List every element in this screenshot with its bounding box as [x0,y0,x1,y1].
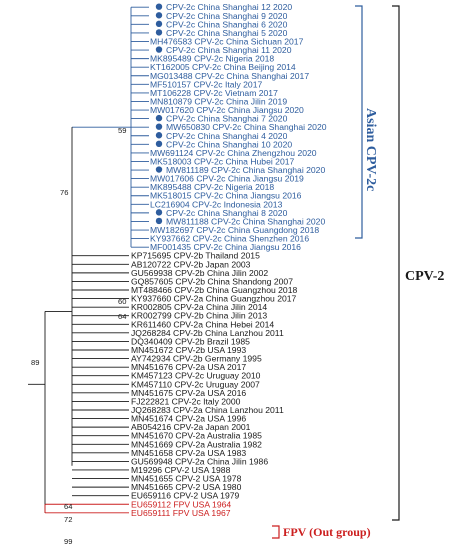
leaf-label: MK895489 CPV-2c Nigeria 2018 [150,54,274,64]
leaf-label: KT162005 CPV-2c China Beijing 2014 [150,62,296,72]
leaf-label: MN451655 CPV-2 USA 1978 [131,474,242,484]
leaf-label: JQ268283 CPV-2a China Lanzhou 2011 [131,405,284,415]
leaf-label: KR002805 CPV-2a China Jilin 2014 [131,302,267,312]
leaf-label: MT106228 CPV-2c Vietnam 2017 [150,88,278,98]
study-sample-dot [155,12,163,19]
leaf-label: MN451669 CPV-2a Australia 1982 [131,439,262,449]
leaf-label: GU569948 CPV-2a China Jilin 1986 [131,456,268,466]
leaf-label: GQ857605 CPV-2b China Shandong 2007 [131,276,293,286]
leaf-label: KY937662 CPV-2c China Shenzhen 2016 [150,234,309,244]
study-sample-dot [155,123,163,130]
leaf-label: MN451672 CPV-2b USA 1993 [131,345,246,355]
leaf-label: CPV-2c China Shanghai 4 2020 [166,131,288,141]
leaf-label: MF001435 CPV-2c China Jiangsu 2016 [150,242,301,252]
leaf-label: M19296 CPV-2 USA 1988 [131,465,231,475]
study-sample-dot [155,114,163,122]
bootstrap-guangzhou: 64 [118,312,126,321]
leaf-label: KR611460 CPV-2a China Hebei 2014 [131,319,274,329]
leaf-label: CPV-2c China Shanghai 11 2020 [166,45,292,55]
leaf-label: KM457123 CPV-2c Uruguay 2010 [131,371,261,381]
leaf-label: KP715695 CPV-2b Thailand 2015 [131,251,260,261]
leaf-label: MW691124 CPV-2c China Zhengzhou 2020 [150,148,317,158]
leaf-label: LC216904 CPV-2c Indonesia 2013 [150,199,283,209]
leaf-label: MK895488 CPV-2c Nigeria 2018 [150,182,274,192]
leaf-label: CPV-2c China Shanghai 12 2020 [166,2,292,12]
leaf-label: MG013488 CPV-2c China Shanghai 2017 [150,71,309,81]
leaf-label: MW650830 CPV-2c China Shanghai 2020 [166,122,327,132]
study-sample-dot [155,46,163,53]
leaf-label: EU659116 CPV-2 USA 1979 [131,491,240,501]
cpv2-group-label: CPV-2 [405,269,444,284]
study-sample-dot [155,166,163,173]
fpv-group-label: FPV (Out group) [283,525,371,539]
leaf-label: MW811188 CPV-2c China Shanghai 2020 [166,216,325,226]
leaf-label: MW182697 CPV-2c China Guangdong 2018 [150,225,319,235]
leaf-label: GU569938 CPV-2b China Jilin 2002 [131,268,268,278]
study-sample-dot [155,20,163,28]
leaf-label: KM457110 CPV-2c Uruguay 2007 [131,379,260,389]
study-sample-dot [155,209,163,216]
outgroup-leaf-label: EU659111 FPV USA 1967 [131,508,231,518]
bootstrap-shandong: 60 [118,297,126,306]
leaf-label: MN451670 CPV-2a Australia 1985 [131,431,262,441]
leaf-label: CPV-2c China Shanghai 8 2020 [166,208,288,218]
leaf-label: MF510157 CPV-2c Italy 2017 [150,79,262,89]
leaf-label: MK518015 CPV-2c China Jiangsu 2016 [150,191,302,201]
leaf-label: CPV-2c China Shanghai 7 2020 [166,114,288,124]
bootstrap-root: 99 [64,537,72,546]
study-sample-dot [155,132,163,139]
tree-branches [28,6,149,514]
study-sample-dot [155,217,163,225]
leaf-label: KR002799 CPV-2b China Jilin 2013 [131,311,267,321]
leaf-label: AB120722 CPV-2b Japan 2003 [131,259,251,269]
study-sample-dot [155,140,163,148]
bootstrap-asian: 59 [118,126,126,135]
leaf-label: MW017620 CPV-2c China Jiangsu 2020 [150,105,304,115]
leaf-label: MN451665 CPV-2 USA 1980 [131,482,242,492]
study-sample-dot [155,3,163,10]
study-sample-dot [155,29,163,36]
leaf-label: CPV-2c China Shanghai 9 2020 [166,11,288,21]
leaf-label: MN451675 CPV-2a USA 2016 [131,388,246,398]
bootstrap-cpv2-base: 64 [64,502,72,511]
bootstrap-values: 59 76 60 64 89 64 72 99 [31,126,126,546]
leaf-label: MN451676 CPV-2a USA 2017 [131,362,246,372]
cpv2-bracket [392,5,400,521]
bootstrap-ingroup: 89 [31,358,39,367]
leaf-label: CPV-2c China Shanghai 5 2020 [166,28,288,38]
leaf-label: MT488466 CPV-2b China Guangzhou 2018 [131,285,297,295]
leaf-label: JQ268284 CPV-2b China Lanzhou 2011 [131,328,284,338]
leaf-label: CPV-2c China Shanghai 6 2020 [166,19,288,29]
leaf-label: MK518003 CPV-2c China Hubei 2017 [150,156,294,166]
leaf-label: MW017606 CPV-2c China Jiangsu 2019 [150,174,304,184]
leaf-label: MW811189 CPV-2c China Shanghai 2020 [166,165,325,175]
fpv-bracket [272,525,280,539]
leaf-label: AB054216 CPV-2a Japan 2001 [131,422,251,432]
study-sample-markers [155,3,163,225]
bootstrap-cpv2-pair: 72 [64,515,72,524]
leaf-label: AY742934 CPV-2b Germany 1995 [131,354,262,364]
leaf-label: MH476583 CPV-2c China Sichuan 2017 [150,36,304,46]
outgroup-leaf-label: EU659112 FPV USA 1964 [131,499,231,509]
asian-bracket [355,5,363,239]
leaf-label: MN810879 CPV-2c China Jilin 2019 [150,96,287,106]
leaf-label: DQ340409 CPV-2b Brazil 1985 [131,336,250,346]
leaf-label: FJ222821 CPV-2c Italy 2000 [131,396,241,406]
leaf-label: MN451658 CPV-2a USA 1983 [131,448,246,458]
leaf-label: CPV-2c China Shanghai 10 2020 [166,139,292,149]
leaf-label: KY937660 CPV-2a China Guangzhou 2017 [131,294,297,304]
leaf-label: MN451674 CPV-2a USA 1996 [131,414,246,424]
asian-group-label: Asian CPV-2c [363,108,378,191]
bootstrap-cpv2c-group: 76 [60,188,68,197]
